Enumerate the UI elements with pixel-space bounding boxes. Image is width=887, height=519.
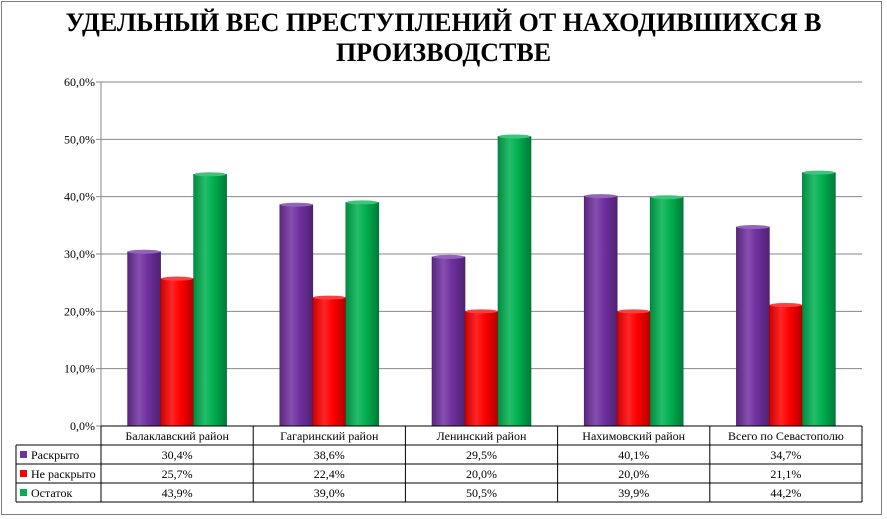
data-label: 29,5% bbox=[466, 448, 497, 462]
bar-top bbox=[498, 134, 531, 139]
x-category-label: Балаклавский район bbox=[125, 429, 229, 443]
bar-top bbox=[465, 309, 498, 314]
bar bbox=[497, 136, 532, 427]
bar-top bbox=[194, 172, 227, 177]
data-label: 21,1% bbox=[770, 467, 801, 481]
data-label: 20,0% bbox=[466, 467, 497, 481]
data-label: 25,7% bbox=[162, 467, 193, 481]
y-tick-label: 30,0% bbox=[64, 247, 95, 261]
legend-key bbox=[20, 489, 27, 496]
bar bbox=[616, 311, 651, 427]
bar-top bbox=[280, 202, 313, 207]
bar bbox=[802, 172, 836, 427]
bar bbox=[649, 196, 684, 427]
bar-top bbox=[802, 170, 835, 175]
y-tick-label: 60,0% bbox=[64, 75, 95, 89]
bar-top bbox=[313, 295, 346, 300]
data-label: 20,0% bbox=[618, 467, 649, 481]
bar-top bbox=[617, 309, 650, 314]
data-label: 43,9% bbox=[162, 486, 193, 500]
data-label: 50,5% bbox=[466, 486, 497, 500]
data-label: 40,1% bbox=[618, 448, 649, 462]
bar-top bbox=[128, 249, 161, 254]
y-tick-label: 50,0% bbox=[64, 132, 95, 146]
bar bbox=[193, 174, 227, 427]
x-category-label: Ленинский район bbox=[437, 429, 527, 443]
legend-key bbox=[20, 451, 27, 458]
chart-title: УДЕЛЬНЫЙ ВЕС ПРЕСТУПЛЕНИЙ ОТ НАХОДИВШИХС… bbox=[65, 8, 822, 67]
x-category-label: Всего по Севастополю bbox=[728, 429, 844, 443]
data-label: 38,6% bbox=[314, 448, 345, 462]
bar-top bbox=[736, 225, 769, 230]
x-category-label: Гагаринский район bbox=[280, 429, 379, 443]
legend-key bbox=[20, 470, 27, 477]
legend-series-name: Раскрыто bbox=[31, 448, 79, 462]
bar-top bbox=[161, 276, 194, 281]
bar-top bbox=[584, 194, 617, 199]
bar bbox=[312, 297, 347, 427]
bar bbox=[431, 256, 466, 427]
bar bbox=[160, 278, 194, 427]
bar bbox=[345, 202, 380, 427]
y-tick-label: 0,0% bbox=[70, 419, 95, 433]
data-label: 30,4% bbox=[162, 448, 193, 462]
data-label: 39,9% bbox=[618, 486, 649, 500]
data-label: 44,2% bbox=[770, 486, 801, 500]
y-tick-label: 10,0% bbox=[64, 362, 95, 376]
bar bbox=[464, 311, 499, 427]
bar bbox=[583, 195, 618, 427]
data-label: 39,0% bbox=[314, 486, 345, 500]
bar bbox=[279, 204, 314, 427]
bar-top bbox=[346, 200, 379, 205]
x-category-label: Нахимовский район bbox=[582, 429, 685, 443]
legend-series-name: Остаток bbox=[31, 486, 72, 500]
bar bbox=[769, 304, 803, 427]
legend-series-name: Не раскрыто bbox=[31, 467, 96, 481]
data-label: 34,7% bbox=[770, 448, 801, 462]
bar-top bbox=[432, 254, 465, 259]
y-tick-label: 20,0% bbox=[64, 304, 95, 318]
y-tick-label: 40,0% bbox=[64, 190, 95, 204]
bar bbox=[736, 226, 770, 427]
bar-top bbox=[769, 303, 802, 308]
bar-top bbox=[650, 195, 683, 200]
data-label: 22,4% bbox=[314, 467, 345, 481]
bar bbox=[127, 251, 161, 427]
